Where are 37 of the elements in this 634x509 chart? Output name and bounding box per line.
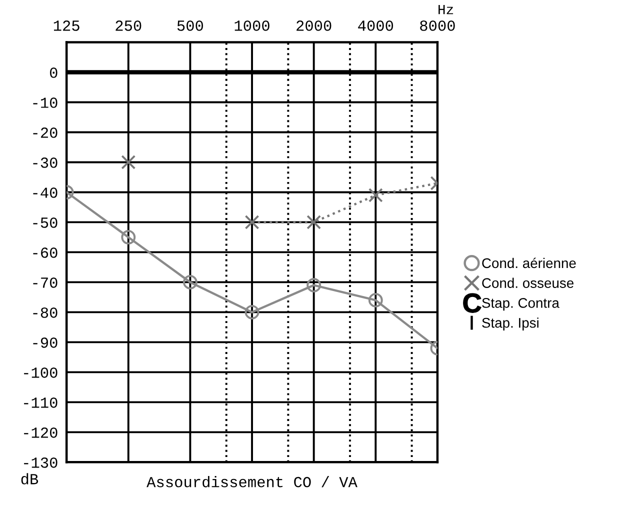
y-tick-label: -20: [33, 128, 58, 138]
legend-label: Cond. aérienne: [482, 258, 576, 268]
point: [306, 214, 322, 230]
y-tick-label: -100: [24, 368, 58, 378]
x-axis-title: Assourdissement CO / VA: [146, 476, 358, 488]
y-axis-title: dB: [21, 473, 38, 484]
y-tick-label: -90: [33, 338, 58, 348]
x-tick-label: 4000: [358, 20, 394, 31]
point: [121, 230, 136, 244]
point: [244, 214, 260, 230]
point: [182, 274, 198, 290]
x-tick-label: 2000: [296, 20, 332, 31]
legend-label: Cond. osseuse: [482, 278, 574, 288]
y-tick-label: -10: [33, 98, 58, 108]
y-tick-label: -80: [33, 308, 58, 318]
y-tick-label: -110: [24, 398, 58, 408]
point: [306, 278, 322, 292]
legend-label: Stap. Contra: [482, 298, 560, 311]
y-tick-label: -30: [33, 158, 58, 168]
x-tick-label: 125: [54, 20, 80, 31]
y-tick-label: -70: [33, 278, 58, 288]
y-tick-label: -40: [33, 188, 58, 198]
y-tick-label: -130: [24, 457, 58, 468]
text: Hz: [438, 5, 454, 14]
point: [368, 292, 383, 308]
y-tick-label: -50: [33, 218, 58, 228]
point: [368, 188, 383, 202]
point: [121, 155, 136, 170]
point: [244, 304, 260, 320]
x-tick-label: 8000: [420, 20, 455, 31]
y-tick-label: 0: [50, 68, 58, 78]
x-tick-label: 500: [177, 20, 204, 31]
y-tick-label: -120: [24, 427, 58, 438]
x-tick-label: 250: [116, 20, 142, 31]
legend-label: Stap. Ipsi: [482, 318, 538, 331]
y-tick-label: -60: [33, 248, 58, 258]
x-tick-label: 1000: [234, 20, 270, 31]
